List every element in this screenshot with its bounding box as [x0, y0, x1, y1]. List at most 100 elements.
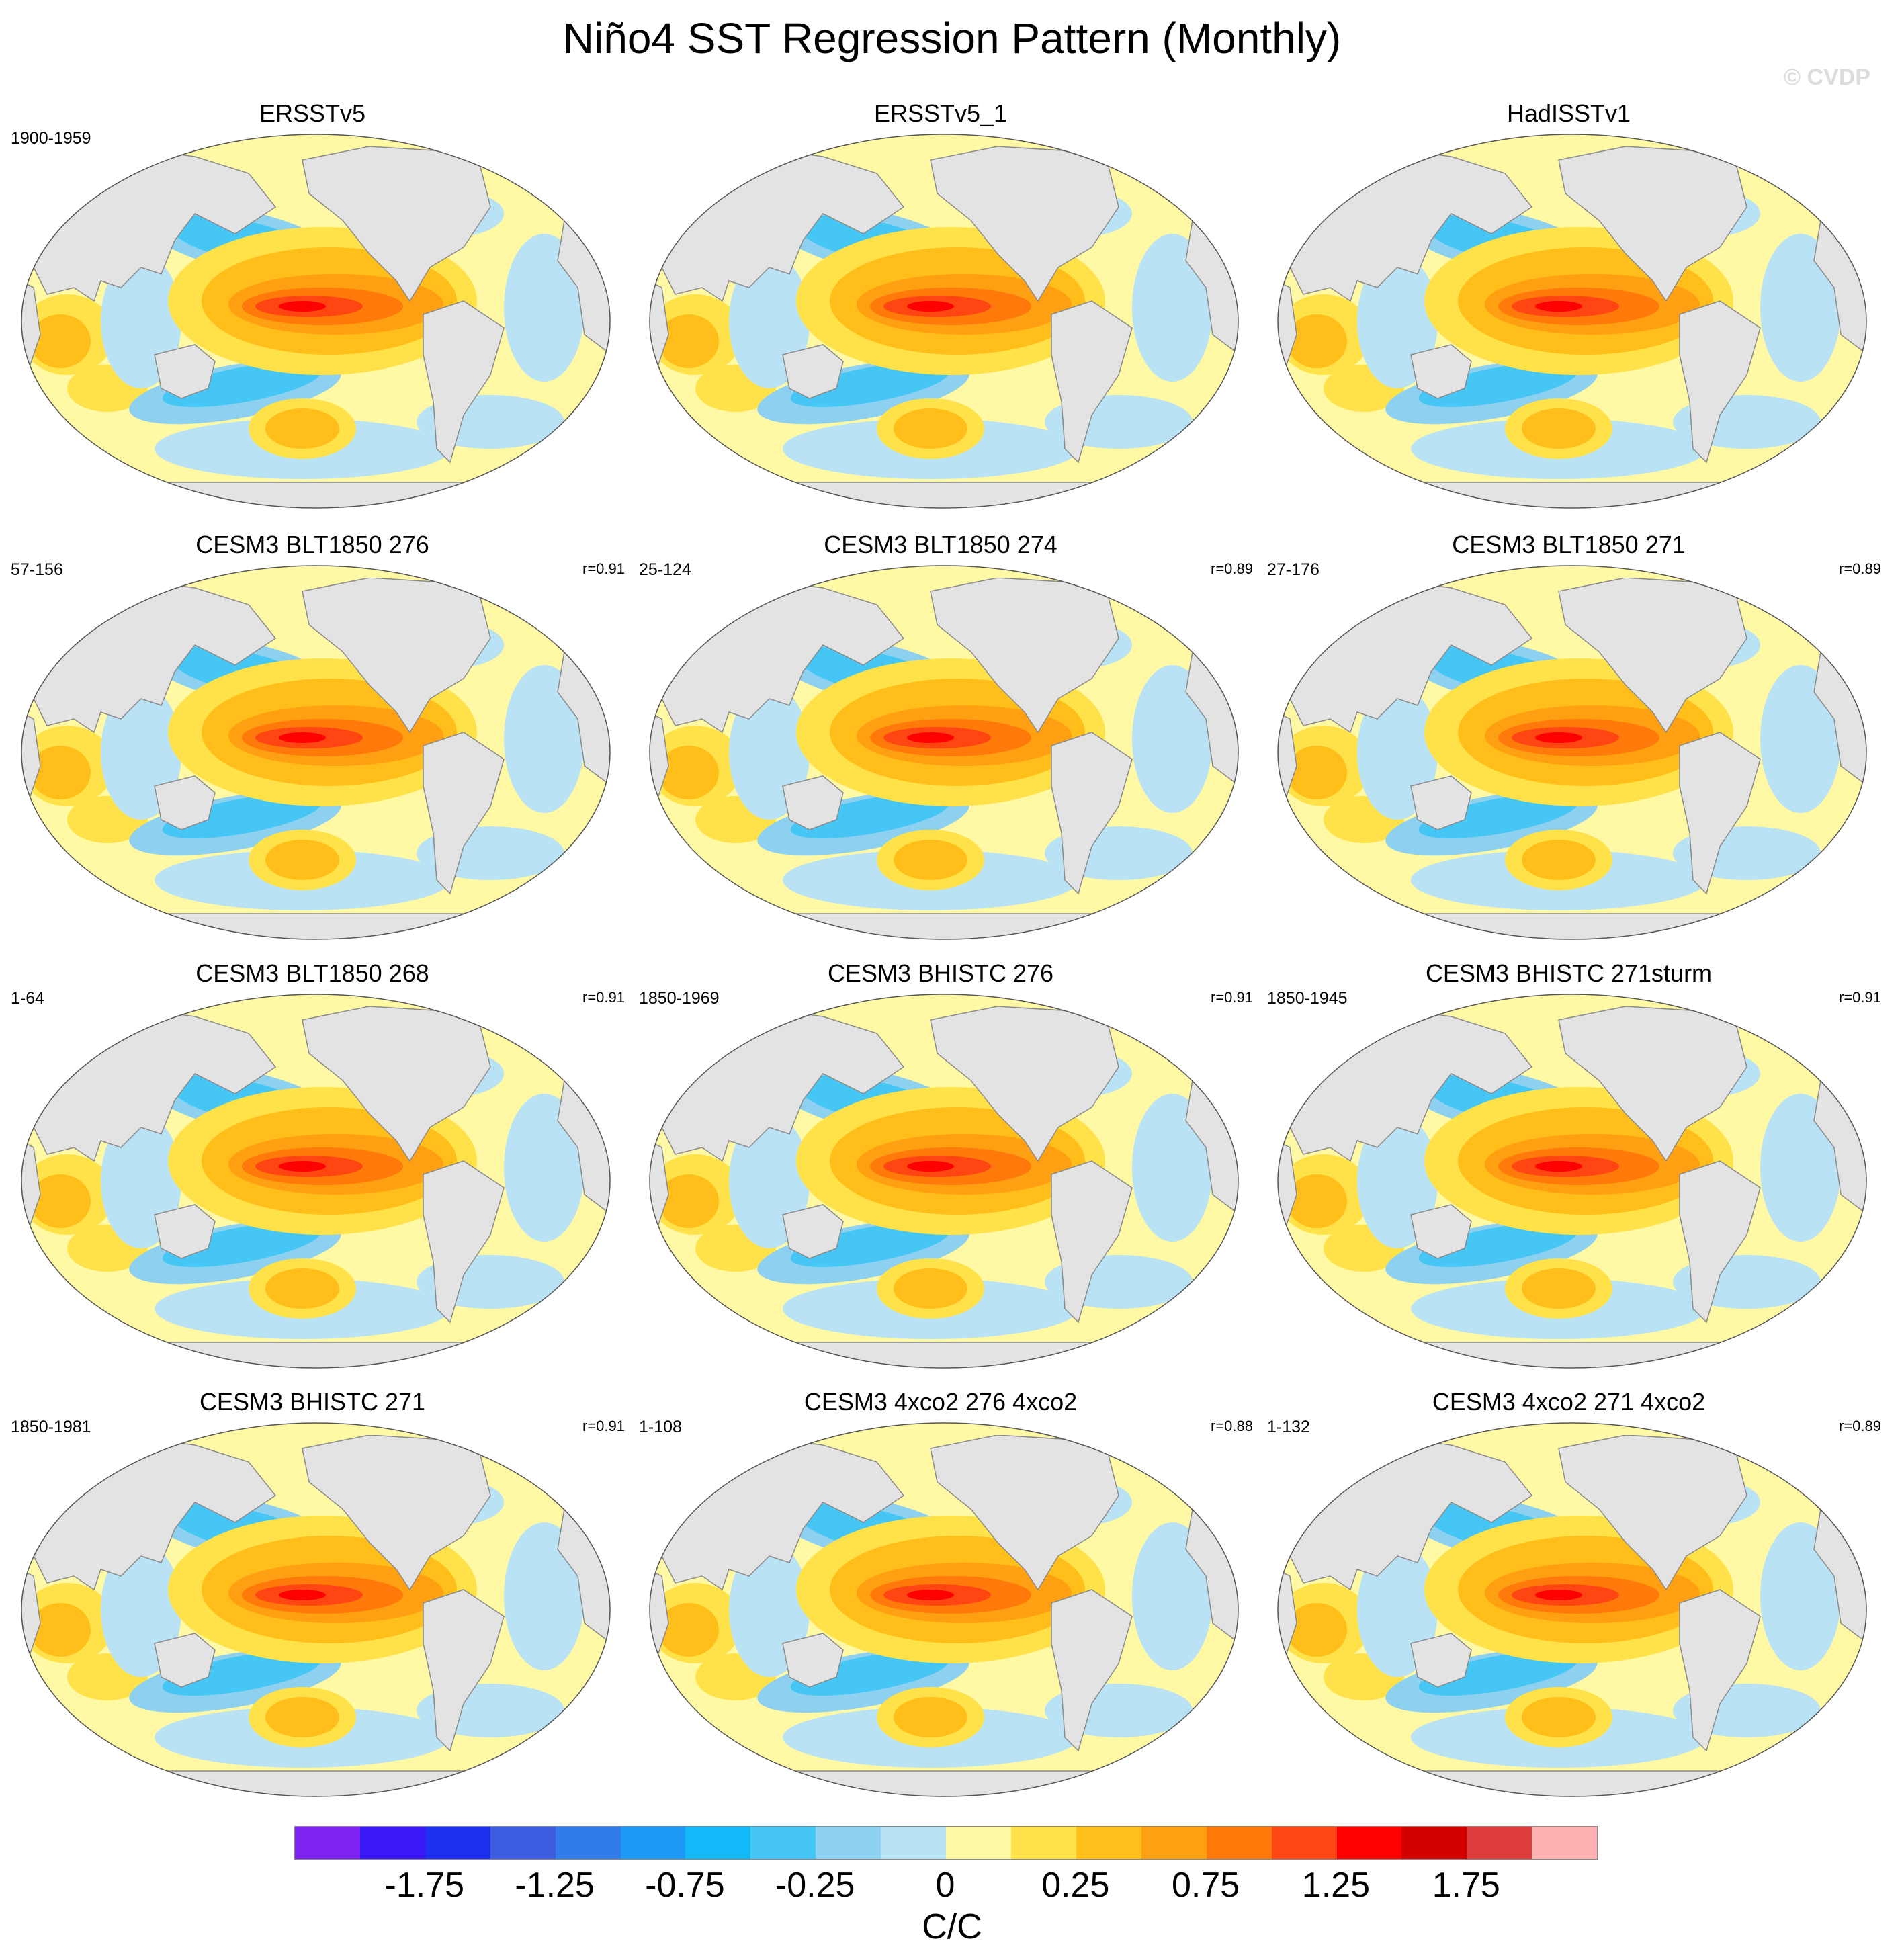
warm-anomaly	[658, 1174, 719, 1228]
warm-anomaly	[30, 746, 91, 799]
colorbar-tick-label: 1.75	[1432, 1866, 1500, 1905]
warm-anomaly	[265, 840, 339, 880]
warm-anomaly	[1535, 732, 1582, 743]
robinson-map	[21, 1422, 611, 1797]
map-panel: ERSSTv5_1	[628, 99, 1253, 523]
pattern-correlation: r=0.91	[1211, 989, 1253, 1006]
warm-anomaly	[1522, 1268, 1596, 1309]
panel-title: CESM3 BLT1850 274	[824, 531, 1057, 558]
cool-anomaly	[1132, 1522, 1213, 1670]
panel-title: CESM3 BLT1850 276	[196, 531, 429, 558]
cool-anomaly	[504, 665, 585, 813]
warm-anomaly	[894, 1697, 967, 1737]
colorbar-swatch	[1076, 1827, 1141, 1859]
colorbar-swatch	[425, 1827, 490, 1859]
land-australia	[154, 344, 216, 399]
arctic-ocean	[1278, 566, 1866, 578]
colorbar-swatch	[1010, 1827, 1076, 1859]
sst-field	[650, 566, 1238, 939]
pattern-correlation: r=0.91	[582, 989, 625, 1006]
land-australia	[1410, 775, 1472, 830]
arctic-ocean	[650, 134, 1238, 146]
map-panel: CESM3 BLT1850 268 1-64 r=0.91	[0, 959, 625, 1383]
colorbar-tick-label: 0.25	[1041, 1866, 1110, 1905]
colorbar-tick-label: -0.25	[775, 1866, 855, 1905]
pattern-correlation: r=0.91	[582, 1418, 625, 1434]
warm-anomaly	[265, 1697, 339, 1737]
warm-anomaly	[894, 1268, 967, 1309]
warm-anomaly	[658, 314, 719, 368]
panel-title: CESM3 4xco2 271 4xco2	[1432, 1388, 1706, 1416]
land-australia	[782, 1633, 844, 1688]
land-antarctica	[1278, 913, 1866, 939]
colorbar-tick-label: -1.25	[515, 1866, 595, 1905]
land-south-america	[423, 300, 505, 464]
land-antarctica	[1278, 1770, 1866, 1796]
cool-anomaly	[504, 1094, 585, 1242]
sst-field	[21, 994, 610, 1368]
land-south-america	[1051, 732, 1133, 895]
sst-field	[21, 1423, 610, 1796]
warm-anomaly	[279, 1590, 326, 1600]
robinson-map	[649, 1422, 1239, 1797]
land-australia	[154, 1204, 216, 1259]
robinson-map	[1277, 565, 1867, 940]
land-australia	[1410, 1204, 1472, 1259]
colorbar-swatch	[946, 1827, 1011, 1859]
warm-anomaly	[1287, 314, 1347, 368]
warm-anomaly	[1287, 1174, 1347, 1228]
land-south-america	[1679, 732, 1761, 895]
warm-anomaly	[279, 1161, 326, 1172]
cool-anomaly	[162, 362, 322, 408]
land-antarctica	[650, 1342, 1238, 1368]
map-panel: CESM3 BLT1850 276 57-156 r=0.91	[0, 531, 625, 954]
colorbar-tick-label: 0	[935, 1866, 955, 1905]
colorbar-swatch	[1271, 1827, 1337, 1859]
colorbar-swatch	[295, 1827, 360, 1859]
panel-title: CESM3 BHISTC 276	[827, 959, 1054, 987]
arctic-ocean	[21, 994, 610, 1006]
panel-years: 25-124	[639, 560, 691, 579]
map-panel: CESM3 BHISTC 271 1850-1981 r=0.91	[0, 1388, 625, 1811]
pattern-correlation: r=0.91	[1839, 989, 1881, 1006]
colorbar-swatch	[555, 1827, 621, 1859]
robinson-map	[21, 134, 611, 509]
land-antarctica	[21, 1770, 610, 1796]
cool-anomaly	[1132, 234, 1213, 382]
panel-title: CESM3 4xco2 276 4xco2	[804, 1388, 1078, 1416]
robinson-map	[21, 565, 611, 940]
warm-anomaly	[907, 1161, 954, 1172]
map-panel: CESM3 BLT1850 271 27-176 r=0.89	[1256, 531, 1881, 954]
colorbar-swatch	[1532, 1827, 1598, 1859]
map-panel: HadISSTv1	[1256, 99, 1881, 523]
cool-anomaly	[504, 234, 585, 382]
cool-anomaly	[162, 793, 322, 839]
panel-years: 1-108	[639, 1418, 682, 1436]
warm-anomaly	[1522, 408, 1596, 449]
land-south-america	[1679, 1160, 1761, 1324]
land-antarctica	[650, 913, 1238, 939]
colorbar-swatch	[1401, 1827, 1467, 1859]
robinson-map	[649, 565, 1239, 940]
warm-anomaly	[907, 301, 954, 312]
colorbar-swatch	[1467, 1827, 1532, 1859]
cool-anomaly	[1760, 234, 1841, 382]
panel-title: ERSSTv5	[259, 99, 366, 127]
colorbar-swatch	[490, 1827, 556, 1859]
colorbar-tick-label: -0.75	[645, 1866, 725, 1905]
pattern-correlation: r=0.88	[1211, 1418, 1253, 1434]
robinson-map	[1277, 1422, 1867, 1797]
land-australia	[154, 775, 216, 830]
arctic-ocean	[650, 1423, 1238, 1435]
cool-anomaly	[1418, 793, 1578, 839]
colorbar	[294, 1826, 1598, 1860]
colorbar-swatch	[1336, 1827, 1402, 1859]
land-antarctica	[650, 1770, 1238, 1796]
warm-anomaly	[1535, 1161, 1582, 1172]
colorbar-swatch	[1206, 1827, 1272, 1859]
warm-anomaly	[907, 1590, 954, 1600]
land-australia	[1410, 344, 1472, 399]
sst-field	[650, 994, 1238, 1368]
cool-anomaly	[1132, 1094, 1213, 1242]
panel-title: ERSSTv5_1	[873, 99, 1008, 127]
